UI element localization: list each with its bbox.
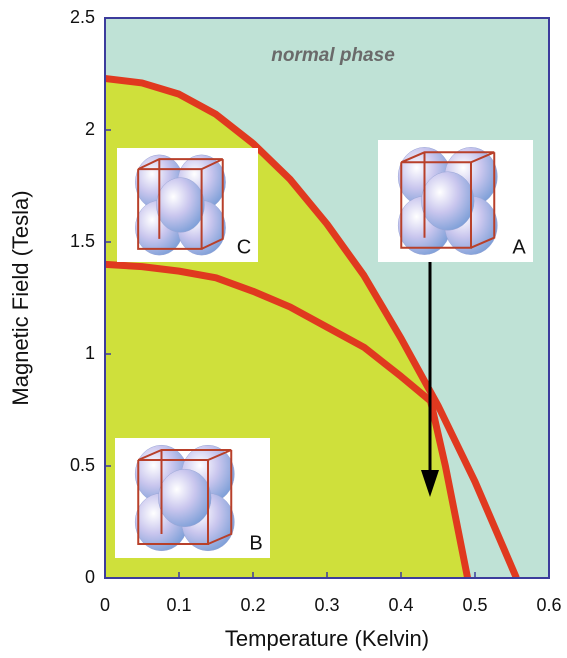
phase-boundary xyxy=(105,75,520,578)
y-tick-label: 1 xyxy=(85,343,95,363)
lattice-cell xyxy=(400,151,496,249)
arrow xyxy=(421,262,439,497)
orbital-lobe xyxy=(156,177,205,233)
x-tick-label: 0 xyxy=(100,595,110,615)
x-tick-label: 0.4 xyxy=(388,595,413,615)
orbital-lobe xyxy=(158,468,212,528)
y-tick-label: 0.5 xyxy=(70,455,95,475)
orbital-lobe xyxy=(421,171,475,231)
y-tick-label: 1.5 xyxy=(70,231,95,251)
y-axis-title: Magnetic Field (Tesla) xyxy=(8,190,33,405)
x-axis-title: Temperature (Kelvin) xyxy=(225,626,429,651)
x-tick-label: 0.5 xyxy=(462,595,487,615)
plot-frame xyxy=(104,17,550,579)
x-tick-label: 0.6 xyxy=(536,595,561,615)
y-tick-label: 2.5 xyxy=(70,7,95,27)
y-tick-label: 0 xyxy=(85,567,95,587)
x-tick-label: 0.1 xyxy=(166,595,191,615)
phase-annotation: normal phase xyxy=(271,45,395,66)
lattice-cell xyxy=(137,449,233,545)
insets: C A B xyxy=(115,140,533,558)
inset-label: A xyxy=(512,236,526,258)
inset-label: B xyxy=(249,532,262,554)
x-tick-label: 0.2 xyxy=(240,595,265,615)
inset-label: C xyxy=(237,236,251,258)
y-tick-label: 2 xyxy=(85,119,95,139)
x-tick-label: 0.3 xyxy=(314,595,339,615)
orbital-inset: C xyxy=(117,148,258,262)
orbital-inset: A xyxy=(378,140,533,262)
orbital-inset: B xyxy=(115,438,270,558)
lattice-cell xyxy=(137,158,224,250)
phase-boundary xyxy=(105,260,472,578)
